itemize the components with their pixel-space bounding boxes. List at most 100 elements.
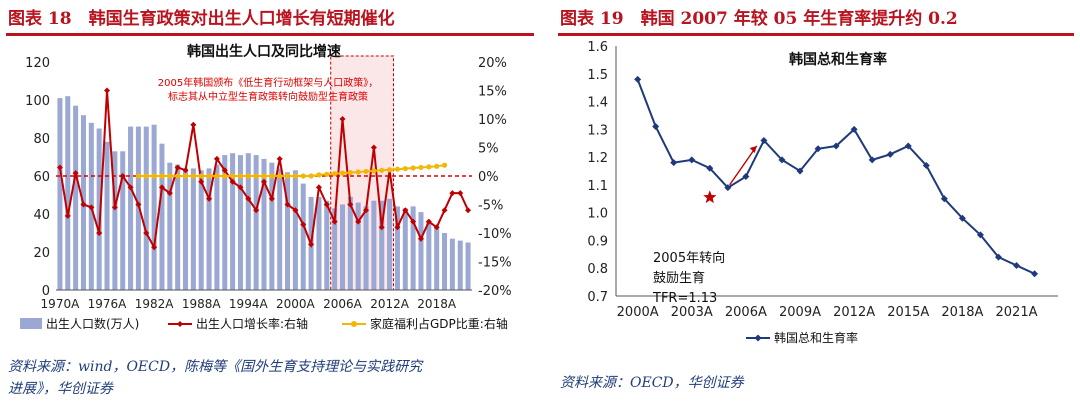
tfr-point-2009 <box>796 167 804 175</box>
x-tick-2000A: 2000A <box>276 297 316 311</box>
family-welfare-point-1999A <box>284 173 291 179</box>
growth-rate-point-2013A <box>394 224 401 231</box>
growth-rate-point-1980A <box>135 201 142 208</box>
right-chart: 韩国总和生育率 0.7 0.8 0.9 1.0 1.1 1.2 1.3 1.4 1.5 1.6 200… <box>587 40 1058 345</box>
growth-rate-point-2015A <box>410 218 417 225</box>
growth-rate-point-1976A <box>104 87 111 94</box>
growth-rate-point-2002A <box>308 241 315 248</box>
family-welfare-point-2011A <box>379 167 385 173</box>
growth-rate-point-1993A <box>237 184 244 191</box>
growth-rate-point-1995A <box>253 207 260 214</box>
family-welfare-point-1988A <box>198 173 204 179</box>
growth-rate-point-1991A <box>221 167 228 174</box>
tfr-point-2013 <box>868 156 876 164</box>
y-tick-1.1: 1.1 <box>587 179 608 194</box>
rise-arrow-shaft <box>729 145 758 186</box>
family-welfare-point-2013A <box>394 166 401 172</box>
family-welfare-point-2007A <box>347 169 353 176</box>
x-tick-2003A: 2003A <box>671 305 713 320</box>
tfr-point-2020 <box>994 253 1002 261</box>
family-welfare-point-2005A <box>332 171 338 177</box>
growth-rate-point-1981A <box>143 230 150 236</box>
tfr-point-2017 <box>940 195 948 203</box>
tfr-point-2019 <box>976 231 984 239</box>
growth-rate-point-1984A <box>166 190 173 197</box>
family-welfare-point-2003A <box>316 172 322 178</box>
legend-label-growth: 出生人口增长率:右轴 <box>196 316 308 331</box>
tfr-point-2022 <box>1031 270 1039 278</box>
bar-1976A <box>104 141 110 290</box>
growth-rate-point-2007A <box>347 201 354 208</box>
left-source-note: 资料来源：wind，OECD，陈梅等《国外生育支持理论与实践研究 进展》，华创证… <box>8 356 528 400</box>
family-welfare-point-2006A <box>339 170 346 176</box>
growth-rate-point-2011A <box>378 224 385 231</box>
y-right-tick-20%: 20% <box>478 56 507 71</box>
family-welfare-point-1989A <box>206 173 212 179</box>
bar-2017A <box>426 221 432 290</box>
family-welfare-point-2004A <box>324 171 330 177</box>
growth-rate-point-2004A <box>323 201 330 208</box>
family-welfare-point-1994A <box>245 173 251 179</box>
y-tick-0.9: 0.9 <box>587 234 608 249</box>
bar-2016A <box>418 212 424 290</box>
bar-2013A <box>394 206 400 290</box>
bar-1998A <box>277 168 283 290</box>
y-tick-1.6: 1.6 <box>587 40 608 55</box>
bar-2019A <box>442 233 448 290</box>
family-welfare-point-1990A <box>214 173 220 179</box>
y-tick-1.5: 1.5 <box>587 68 608 83</box>
growth-rate-point-1970A <box>56 164 63 171</box>
growth-rate-point-1979A <box>127 184 134 191</box>
tfr-point-2014 <box>886 150 894 158</box>
tfr-point-2008 <box>778 156 786 164</box>
growth-rate-point-2001A <box>300 221 307 228</box>
growth-rate-point-1972A <box>72 170 79 177</box>
growth-rate-point-2009A <box>363 207 370 214</box>
bar-1999A <box>285 172 291 290</box>
y-tick-1.2: 1.2 <box>587 151 608 166</box>
family-welfare-point-2000A <box>292 173 298 179</box>
x-tick-2006A: 2006A <box>725 305 767 320</box>
growth-rate-point-1975A <box>96 230 103 236</box>
tfr-point-2018 <box>958 214 966 222</box>
growth-rate-point-2005A <box>331 218 338 225</box>
family-welfare-point-1991A <box>222 173 228 179</box>
tfr-point-2006 <box>742 173 750 181</box>
family-welfare-point-2012A <box>386 167 393 173</box>
policy-shift-star-icon <box>703 190 717 204</box>
family-welfare-point-2014A <box>402 165 408 172</box>
growth-rate-point-1974A <box>88 204 95 211</box>
y-right-tick-5%: 5% <box>478 142 499 157</box>
bar-2020A <box>449 238 455 290</box>
growth-rate-point-1986A <box>182 167 189 174</box>
y-tick-1.3: 1.3 <box>587 123 608 138</box>
family-welfare-point-1998A <box>277 173 283 179</box>
y-left-tick-100: 100 <box>25 94 50 109</box>
y-right-tick-15%: 15% <box>478 85 507 100</box>
bar-2006A <box>339 204 346 290</box>
legend-marker-growth <box>177 321 183 327</box>
y-right-tick-10%: 10% <box>478 113 507 128</box>
policy-annotation-line1: 2005年韩国颁布《低生育行动框架与人口政策》， <box>158 76 378 89</box>
x-tick-1976A: 1976A <box>88 297 128 311</box>
bar-1984A <box>167 162 173 290</box>
bar-1980A <box>135 126 141 290</box>
family-welfare-point-2018A <box>434 163 440 169</box>
family-welfare-point-2016A <box>418 164 424 171</box>
right-figure-title: 图表 19 韩国 2007 年较 05 年生育率提升约 0.2 <box>560 9 958 29</box>
bar-2003A <box>316 196 322 290</box>
family-welfare-gdp-line <box>138 164 445 177</box>
policy-annotation-line3: TFR=1.13 <box>652 291 717 306</box>
family-welfare-point-1996A <box>261 173 267 179</box>
family-welfare-point-2002A <box>308 173 314 179</box>
bar-1970A <box>57 98 63 290</box>
legend-label-tfr: 韩国总和生育率 <box>774 330 858 345</box>
family-welfare-point-2019A <box>441 162 448 168</box>
left-chart-frame: 韩国出生人口及同比增速 0 20 40 60 80 100 120 -20% -15% -10% -5… <box>6 36 534 354</box>
x-tick-2006A: 2006A <box>323 297 363 311</box>
growth-rate-point-1997A <box>268 195 275 202</box>
y-right-tick-0%: 0% <box>478 170 499 185</box>
bar-2012A <box>387 198 393 290</box>
y-left-tick-40: 40 <box>33 208 50 223</box>
bar-1996A <box>261 158 267 290</box>
